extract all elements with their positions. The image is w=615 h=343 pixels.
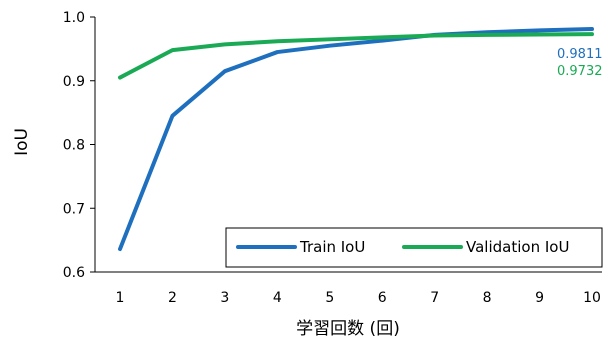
y-axis-title: IoU (12, 128, 32, 156)
y-tick-label: 0.7 (63, 201, 85, 217)
x-tick-label: 1 (116, 290, 125, 306)
y-tick-label: 0.9 (63, 74, 85, 90)
x-tick-label: 5 (325, 290, 334, 306)
legend-label-train: Train IoU (299, 238, 365, 256)
series-line-train-iou (118, 27, 594, 252)
x-tick-label: 10 (583, 290, 601, 306)
x-tick-label: 2 (168, 290, 177, 306)
x-axis-title: 学習回数 (回) (296, 319, 400, 339)
series-lines (118, 27, 594, 252)
legend: Train IoU Validation IoU (225, 227, 603, 268)
y-tick-label: 0.6 (63, 265, 85, 281)
y-tick-label: 1.0 (63, 10, 85, 26)
x-tick-label: 4 (273, 290, 282, 306)
x-tick-label: 6 (378, 290, 387, 306)
end-value-labels: 0.9811 0.9732 (557, 47, 603, 79)
x-tick-label: 7 (430, 290, 439, 306)
y-axis-ticks: 0.6 0.7 0.8 0.9 1.0 (63, 10, 95, 281)
x-tick-label: 8 (483, 290, 492, 306)
x-tick-label: 9 (535, 290, 544, 306)
end-value-label-validation-iou: 0.9732 (557, 64, 603, 79)
x-axis-ticks: 1 2 3 4 5 6 7 8 9 10 (116, 290, 601, 306)
series-line-validation-iou (118, 32, 594, 80)
end-value-label-train-iou: 0.9811 (557, 47, 603, 62)
x-tick-label: 3 (220, 290, 229, 306)
y-tick-label: 0.8 (63, 138, 85, 154)
legend-label-validation: Validation IoU (466, 238, 569, 256)
